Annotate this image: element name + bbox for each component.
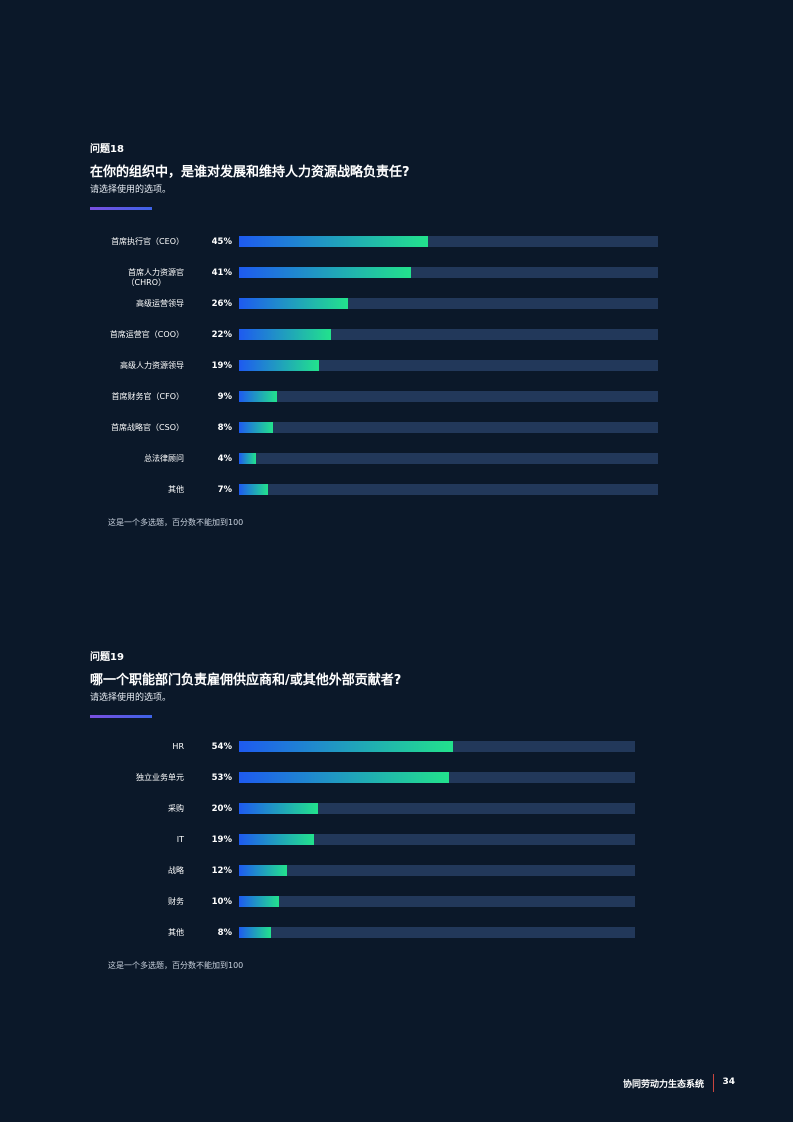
bar-track [239, 422, 658, 433]
bar-track [239, 298, 658, 309]
category-label-line: 总法律顾问 [144, 454, 184, 463]
accent-line [90, 207, 152, 210]
question-18-header: 问题18 在你的组织中，是谁对发展和维持人力资源战略负责任? 请选择使用的选项。 [90, 140, 710, 210]
bar [239, 391, 277, 402]
category-label: 高级运营领导 [44, 299, 184, 309]
bar-track [239, 772, 635, 783]
bar-track [239, 896, 635, 907]
page-number: 34 [722, 1077, 735, 1087]
category-label-line: 首席运营官（COO） [109, 330, 184, 339]
question-subtitle: 请选择使用的选项。 [90, 693, 172, 703]
category-label: 首席运营官（COO） [44, 330, 184, 340]
category-label: 战略 [44, 866, 184, 876]
bar-track [239, 236, 658, 247]
category-label-line: 其他 [168, 485, 184, 494]
bar [239, 267, 411, 278]
question-title: 在你的组织中，是谁对发展和维持人力资源战略负责任? [90, 165, 410, 180]
value-label: 12% [211, 866, 232, 876]
bar-track [239, 803, 635, 814]
category-label-line: HR [172, 742, 184, 751]
value-label: 8% [217, 423, 232, 433]
question-subtitle: 请选择使用的选项。 [90, 185, 172, 195]
bar-track [239, 927, 635, 938]
category-label-line: （CHRO） [126, 278, 166, 287]
category-label: 首席财务官（CFO） [44, 392, 184, 402]
question-label: 问题18 [90, 144, 124, 155]
category-label-line: 首席战略官（CSO） [111, 423, 184, 432]
category-label: 采购 [44, 804, 184, 814]
value-label: 9% [217, 392, 232, 402]
value-label: 20% [211, 804, 232, 814]
bar [239, 741, 453, 752]
bar [239, 803, 319, 814]
value-label: 54% [211, 742, 232, 752]
category-label: HR [44, 742, 184, 752]
category-label: IT [44, 835, 184, 845]
category-label-line: IT [176, 835, 184, 844]
category-label: 首席人力资源官 （CHRO） [44, 268, 184, 288]
bar [239, 453, 256, 464]
category-label-line: 高级运营领导 [136, 299, 184, 308]
category-label-line: 财务 [168, 897, 184, 906]
bar [239, 927, 271, 938]
value-label: 19% [211, 361, 232, 371]
footer-title: 协同劳动力生态系统 [622, 1080, 704, 1090]
bar-track [239, 453, 658, 464]
value-label: 4% [217, 454, 232, 464]
question-note: 这是一个多选题，百分数不能加到100 [108, 961, 244, 970]
bar [239, 360, 319, 371]
bar-track [239, 391, 658, 402]
category-label-line: 首席财务官（CFO） [111, 392, 184, 401]
accent-line [90, 715, 152, 718]
bar [239, 422, 273, 433]
category-label-line: 独立业务单元 [136, 773, 184, 782]
bar-track [239, 360, 658, 371]
value-label: 45% [211, 237, 232, 247]
category-label-line: 首席人力资源官 [128, 268, 184, 277]
bar [239, 865, 287, 876]
category-label: 高级人力资源领导 [44, 361, 184, 371]
bar [239, 834, 315, 845]
bar [239, 772, 449, 783]
category-label: 总法律顾问 [44, 454, 184, 464]
value-label: 22% [211, 330, 232, 340]
category-label-line: 高级人力资源领导 [120, 361, 184, 370]
question-19-header: 问题19 哪一个职能部门负责雇佣供应商和/或其他外部贡献者? 请选择使用的选项。 [90, 648, 710, 718]
category-label: 财务 [44, 897, 184, 907]
value-label: 26% [211, 299, 232, 309]
category-label: 首席战略官（CSO） [44, 423, 184, 433]
question-label: 问题19 [90, 652, 124, 663]
bar [239, 896, 279, 907]
category-label-line: 采购 [168, 804, 184, 813]
category-label-line: 首席执行官（CEO） [111, 237, 184, 246]
category-label: 其他 [44, 485, 184, 495]
category-label: 独立业务单元 [44, 773, 184, 783]
question-note: 这是一个多选题，百分数不能加到100 [108, 518, 244, 527]
value-label: 41% [211, 268, 232, 278]
value-label: 19% [211, 835, 232, 845]
value-label: 8% [217, 928, 232, 938]
bar-track [239, 329, 658, 340]
bar-track [239, 865, 635, 876]
bar-track [239, 834, 635, 845]
bar-track [239, 484, 658, 495]
bar [239, 484, 269, 495]
question-title: 哪一个职能部门负责雇佣供应商和/或其他外部贡献者? [90, 673, 402, 688]
value-label: 53% [211, 773, 232, 783]
bar-track [239, 741, 635, 752]
category-label: 其他 [44, 928, 184, 938]
value-label: 7% [217, 485, 232, 495]
footer-divider [713, 1074, 714, 1092]
bar [239, 329, 332, 340]
bar [239, 236, 428, 247]
bar [239, 298, 348, 309]
value-label: 10% [211, 897, 232, 907]
bar-track [239, 267, 658, 278]
page-footer: 协同劳动力生态系统 34 [560, 1074, 740, 1092]
category-label-line: 其他 [168, 928, 184, 937]
category-label-line: 战略 [168, 866, 184, 875]
category-label: 首席执行官（CEO） [44, 237, 184, 247]
